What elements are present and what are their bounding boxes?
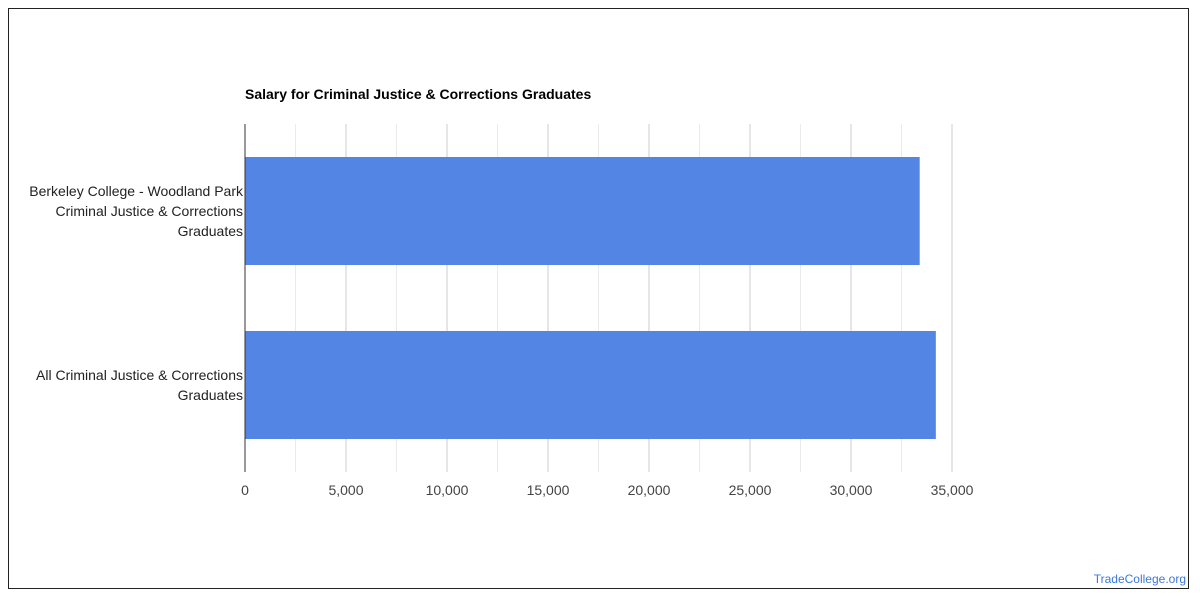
bars (245, 157, 936, 439)
x-tick-label: 0 (241, 482, 249, 498)
x-tick-label: 15,000 (527, 482, 570, 498)
bar-1[interactable] (245, 157, 920, 265)
category-label-1: Berkeley College - Woodland Park Criminal… (29, 183, 244, 239)
x-tick-label: 30,000 (830, 482, 873, 498)
x-tick-label: 35,000 (931, 482, 974, 498)
chart-title: Salary for Criminal Justice & Correction… (245, 86, 591, 102)
x-tick-label: 10,000 (426, 482, 469, 498)
bar-2[interactable] (245, 331, 936, 439)
x-tick-label: 20,000 (628, 482, 671, 498)
category-labels: Berkeley College - Woodland Park Criminal… (29, 183, 244, 403)
x-tick-label: 25,000 (729, 482, 772, 498)
x-tick-label: 5,000 (328, 482, 363, 498)
site-credit[interactable]: TradeCollege.org (1093, 572, 1186, 586)
x-tick-labels: 0 5,000 10,000 15,000 20,000 25,000 30,000 35,0… (241, 482, 974, 498)
category-label-2: All Criminal Justice & Corrections Gradua… (36, 367, 243, 403)
